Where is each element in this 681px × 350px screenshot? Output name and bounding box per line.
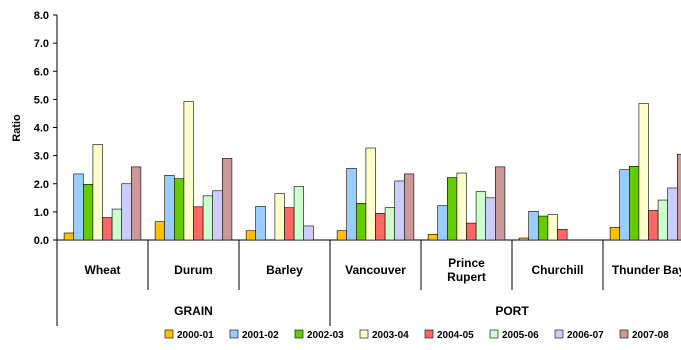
y-tick-label: 8.0	[34, 10, 49, 22]
bar-2001-02-3	[346, 167, 357, 241]
group-label: GRAIN	[174, 304, 213, 318]
category-label: Vancouver	[345, 263, 406, 277]
category-label: Durum	[174, 263, 213, 277]
y-tick-label: 1.0	[34, 207, 49, 219]
bar-2004-05-6	[648, 210, 659, 241]
bar-2005-06-6	[657, 199, 668, 241]
bar-2005-06-1	[202, 195, 214, 241]
bar-2006-07-4	[485, 197, 496, 241]
legend-label: 2006-07	[567, 330, 604, 341]
bar-2005-06-0	[111, 208, 122, 241]
bar-2007-08-1	[222, 158, 233, 241]
y-tick-label: 5.0	[34, 94, 49, 106]
bar-2006-07-1	[212, 190, 223, 241]
bar-2004-05-0	[102, 217, 113, 241]
bar-2002-03-0	[83, 184, 94, 241]
bar-2002-03-5	[537, 215, 549, 241]
y-tick-label: 7.0	[34, 38, 49, 50]
legend-swatch	[619, 329, 629, 339]
bar-2000-01-1	[154, 221, 166, 241]
legend-swatch	[359, 329, 369, 339]
bar-2005-06-2	[293, 186, 305, 241]
y-tick-label: 2.0	[34, 179, 49, 191]
legend-swatch	[424, 329, 434, 339]
bar-2003-04-5	[547, 214, 558, 241]
group-label: PORT	[495, 304, 529, 318]
bar-2007-08-0	[131, 166, 142, 241]
bar-2003-04-2	[274, 193, 285, 241]
legend-label: 2000-01	[177, 330, 214, 341]
bar-2003-04-1	[183, 101, 194, 241]
bar-2004-05-5	[557, 229, 568, 241]
category-label: Wheat	[85, 263, 121, 277]
bar-2007-08-6	[676, 153, 681, 241]
bar-2000-01-3	[336, 230, 348, 241]
bar-2000-01-5	[518, 237, 529, 241]
bar-2002-03-4	[446, 177, 458, 241]
category-label: Prince Rupert	[447, 256, 486, 284]
bar-2001-02-5	[528, 211, 539, 241]
bar-2002-03-1	[174, 178, 185, 241]
bar-2001-02-2	[255, 205, 266, 241]
y-axis-title: Ratio	[11, 114, 23, 142]
bar-2001-02-4	[437, 205, 448, 241]
bar-2001-02-0	[73, 173, 84, 241]
bar-2006-07-3	[394, 180, 405, 241]
bar-2007-08-3	[403, 173, 415, 241]
bar-2005-06-4	[475, 191, 487, 241]
bar-2004-05-3	[375, 212, 386, 241]
legend-swatch	[229, 329, 239, 339]
bar-2005-06-3	[384, 207, 396, 241]
bar-2000-01-4	[427, 234, 439, 241]
y-tick-label: 0.0	[34, 235, 49, 247]
bar-2006-07-0	[121, 183, 132, 241]
bar-2002-03-6	[628, 166, 640, 241]
legend-swatch	[554, 329, 564, 339]
y-tick-label: 3.0	[34, 151, 49, 163]
legend-label: 2007-08	[632, 330, 669, 341]
bar-2000-01-0	[63, 232, 74, 241]
legend-swatch	[164, 329, 174, 339]
y-tick-label: 4.0	[34, 123, 49, 135]
bar-2006-07-6	[667, 187, 678, 241]
bar-2000-01-2	[245, 230, 257, 241]
bar-2003-04-6	[638, 103, 649, 241]
bar-2002-03-3	[355, 203, 367, 241]
bar-2003-04-4	[456, 172, 467, 241]
bar-2003-04-3	[365, 147, 376, 241]
bar-2004-05-2	[284, 207, 295, 241]
legend-swatch	[489, 329, 499, 339]
bar-2004-05-4	[466, 222, 477, 241]
category-label: Thunder Bay	[612, 263, 681, 277]
bar-2006-07-2	[303, 225, 314, 241]
bar-2004-05-1	[193, 206, 204, 241]
y-tick-label: 6.0	[34, 66, 49, 78]
category-label: Churchill	[531, 263, 583, 277]
legend-label: 2002-03	[307, 330, 344, 341]
legend-label: 2004-05	[437, 330, 474, 341]
category-label: Barley	[266, 263, 303, 277]
legend-label: 2003-04	[372, 330, 409, 341]
legend-label: 2005-06	[502, 330, 539, 341]
bar-2003-04-0	[92, 144, 103, 241]
legend-swatch	[294, 329, 304, 339]
bar-2000-01-6	[609, 227, 620, 241]
bar-2007-08-4	[494, 166, 506, 241]
bar-2001-02-6	[619, 169, 630, 241]
legend-label: 2001-02	[242, 330, 279, 341]
bar-2001-02-1	[164, 175, 175, 241]
